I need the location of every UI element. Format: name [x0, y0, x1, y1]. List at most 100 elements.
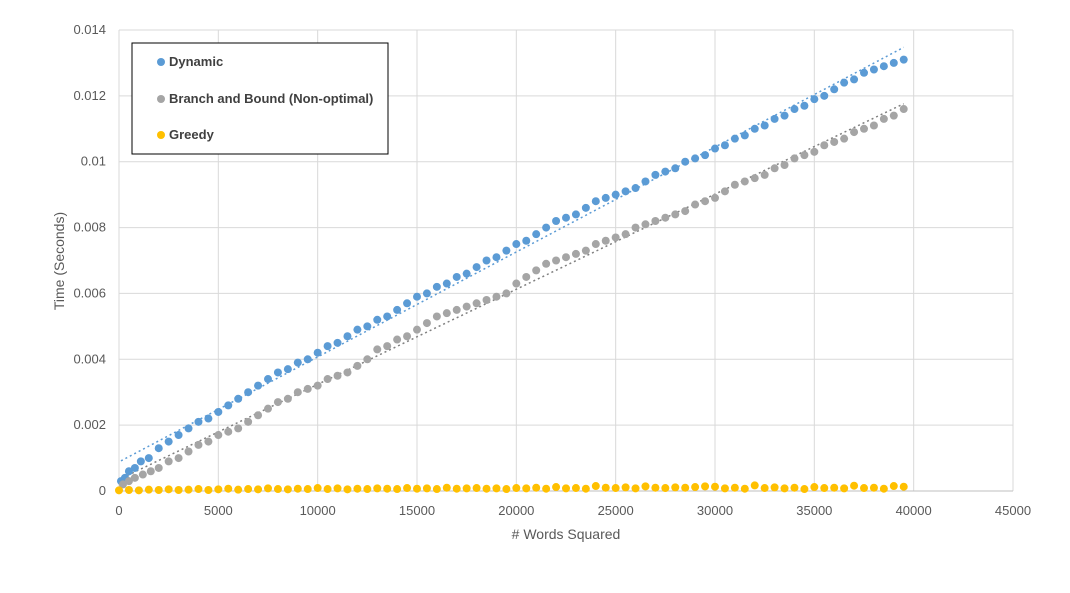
- x-axis-ticks: 0 5000 10000 15000 20000 25000 30000 35000 40000…: [115, 503, 1031, 518]
- point-branch-and-bound: [383, 342, 392, 351]
- y-axis-title: Time (Seconds): [51, 212, 67, 310]
- point-branch-and-bound: [194, 440, 203, 449]
- point-greedy: [214, 485, 223, 494]
- point-branch-and-bound: [552, 256, 561, 265]
- x-tick-label: 20000: [498, 503, 534, 518]
- point-greedy: [502, 485, 511, 494]
- point-dynamic: [353, 325, 362, 334]
- point-dynamic: [562, 213, 570, 222]
- point-greedy: [840, 484, 849, 493]
- point-dynamic: [591, 197, 600, 206]
- point-dynamic: [174, 431, 183, 440]
- point-branch-and-bound: [442, 309, 451, 318]
- point-branch-and-bound: [118, 480, 127, 489]
- point-branch-and-bound: [631, 223, 640, 232]
- point-branch-and-bound: [164, 457, 173, 466]
- point-dynamic: [184, 424, 193, 433]
- point-dynamic: [154, 444, 163, 453]
- point-branch-and-bound: [363, 355, 372, 364]
- point-dynamic: [403, 299, 412, 308]
- point-greedy: [383, 484, 392, 493]
- x-tick-label: 25000: [598, 503, 634, 518]
- point-branch-and-bound: [413, 325, 421, 334]
- y-tick-label: 0.012: [73, 88, 106, 103]
- point-dynamic: [869, 65, 878, 74]
- point-branch-and-bound: [850, 128, 859, 137]
- point-dynamic: [393, 305, 402, 314]
- point-branch-and-bound: [889, 111, 898, 120]
- point-branch-and-bound: [601, 236, 610, 245]
- point-dynamic: [552, 216, 561, 225]
- point-branch-and-bound: [482, 296, 491, 305]
- legend-box: [131, 42, 389, 155]
- point-greedy: [472, 484, 481, 493]
- point-dynamic: [492, 253, 501, 262]
- point-greedy: [512, 484, 521, 493]
- point-greedy: [542, 484, 551, 493]
- point-dynamic: [164, 437, 173, 446]
- point-dynamic: [889, 58, 898, 67]
- point-branch-and-bound: [124, 477, 133, 486]
- point-branch-and-bound: [184, 447, 193, 456]
- point-dynamic: [542, 223, 551, 232]
- point-dynamic: [283, 365, 292, 374]
- point-branch-and-bound: [472, 299, 481, 308]
- point-branch-and-bound: [462, 302, 471, 311]
- point-dynamic: [214, 407, 223, 416]
- point-branch-and-bound: [522, 272, 531, 281]
- point-dynamic: [691, 154, 700, 163]
- legend-marker-branch-and-bound: [157, 95, 165, 103]
- point-branch-and-bound: [711, 193, 719, 202]
- legend-label-greedy: Greedy: [169, 127, 215, 142]
- point-branch-and-bound: [562, 253, 570, 262]
- point-greedy: [115, 486, 123, 495]
- point-branch-and-bound: [701, 197, 710, 206]
- point-branch-and-bound: [740, 177, 749, 186]
- point-greedy: [343, 485, 352, 494]
- point-greedy: [730, 483, 739, 492]
- point-dynamic: [820, 91, 829, 100]
- point-greedy: [134, 486, 143, 495]
- point-branch-and-bound: [154, 463, 163, 472]
- point-branch-and-bound: [403, 332, 412, 341]
- point-dynamic: [840, 78, 849, 87]
- point-dynamic: [244, 388, 253, 397]
- point-branch-and-bound: [571, 249, 580, 258]
- x-tick-label: 0: [115, 503, 122, 518]
- point-dynamic: [681, 157, 690, 166]
- point-branch-and-bound: [720, 187, 729, 196]
- point-dynamic: [522, 236, 531, 245]
- x-tick-label: 35000: [796, 503, 832, 518]
- legend: Dynamic Branch and Bound (Non-optimal) G…: [131, 42, 389, 155]
- point-greedy: [293, 484, 302, 493]
- point-greedy: [462, 484, 471, 493]
- x-tick-label: 5000: [204, 503, 233, 518]
- point-branch-and-bound: [204, 437, 213, 446]
- point-greedy: [313, 484, 322, 493]
- point-greedy: [899, 482, 908, 491]
- point-greedy: [869, 483, 878, 492]
- point-greedy: [363, 485, 372, 494]
- point-branch-and-bound: [323, 375, 332, 384]
- point-branch-and-bound: [830, 137, 839, 146]
- point-greedy: [422, 484, 431, 493]
- point-greedy: [333, 484, 342, 493]
- point-branch-and-bound: [750, 174, 759, 183]
- point-greedy: [452, 484, 461, 493]
- point-branch-and-bound: [542, 259, 551, 268]
- point-branch-and-bound: [393, 335, 402, 344]
- point-dynamic: [800, 101, 809, 110]
- point-greedy: [790, 483, 799, 492]
- point-greedy: [144, 485, 153, 494]
- point-branch-and-bound: [130, 473, 139, 482]
- point-greedy: [492, 484, 501, 493]
- point-branch-and-bound: [780, 161, 789, 170]
- point-dynamic: [363, 322, 372, 331]
- point-greedy: [701, 482, 710, 491]
- y-tick-label: 0.008: [73, 220, 106, 235]
- y-tick-label: 0.006: [73, 285, 106, 300]
- point-branch-and-bound: [532, 266, 541, 275]
- point-greedy: [552, 483, 561, 492]
- legend-marker-dynamic: [157, 58, 165, 66]
